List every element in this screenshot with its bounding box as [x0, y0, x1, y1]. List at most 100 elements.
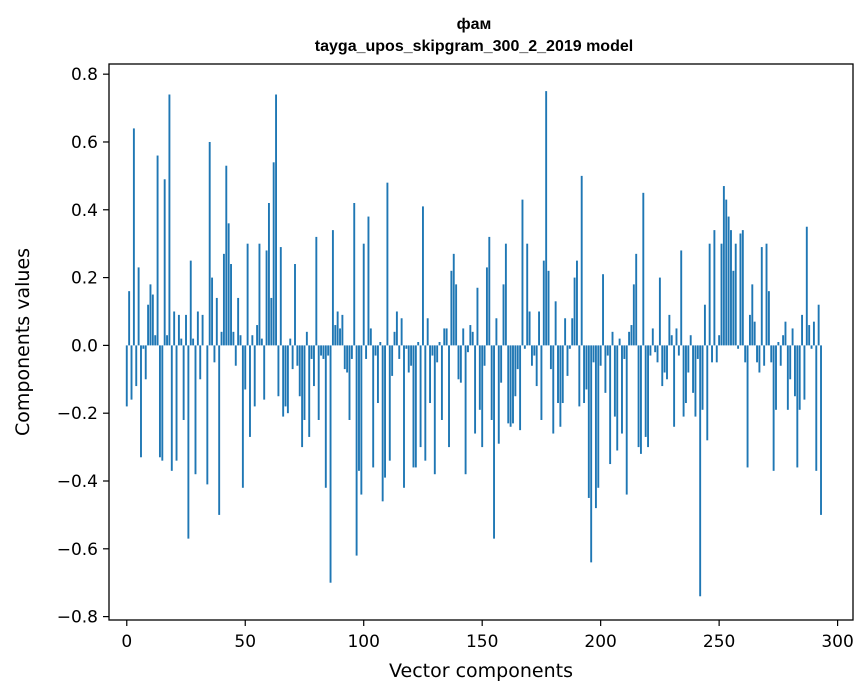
bar-component-265 — [753, 321, 756, 346]
bar-component-64 — [277, 345, 280, 397]
bar-component-250 — [718, 335, 721, 346]
bar-component-11 — [151, 294, 154, 346]
bar-component-216 — [637, 345, 640, 448]
bar-component-174 — [538, 311, 540, 346]
bar-component-48 — [239, 335, 242, 346]
bar-component-256 — [732, 270, 735, 346]
bar-component-263 — [748, 314, 751, 346]
bar-component-272 — [770, 345, 773, 363]
bar-component-198 — [594, 345, 597, 509]
bar-component-6 — [140, 345, 142, 458]
bar-component-71 — [294, 264, 296, 346]
bar-component-81 — [317, 345, 320, 420]
bar-component-105 — [374, 345, 377, 356]
x-axis-label: Vector components — [389, 660, 573, 682]
bar-component-159 — [502, 284, 505, 346]
bar-component-35 — [208, 141, 211, 346]
bar-component-84 — [324, 345, 327, 488]
bar-component-4 — [135, 345, 138, 387]
bar-component-79 — [313, 345, 315, 387]
bar-component-73 — [298, 345, 301, 397]
bar-component-133 — [440, 345, 443, 420]
bar-component-217 — [639, 345, 642, 454]
bar-component-204 — [609, 345, 612, 465]
bar-component-127 — [426, 318, 429, 346]
bar-component-57 — [260, 338, 263, 346]
bar-component-257 — [734, 243, 737, 346]
bar-component-29 — [194, 345, 197, 475]
bar-component-269 — [763, 345, 766, 366]
bar-component-167 — [521, 199, 524, 346]
bar-component-232 — [675, 328, 678, 346]
bar-component-83 — [322, 345, 325, 359]
bar-component-39 — [218, 345, 221, 515]
bar-component-261 — [744, 345, 747, 363]
bar-component-103 — [369, 328, 372, 346]
chart-subtitle: tayga_upos_skipgram_300_2_2019 model — [315, 38, 633, 55]
bar-component-15 — [161, 345, 164, 461]
bar-component-77 — [308, 345, 311, 437]
bar-component-229 — [668, 314, 671, 346]
bar-component-224 — [656, 345, 659, 363]
bar-component-274 — [775, 345, 777, 410]
bar-component-21 — [175, 345, 178, 461]
bar-component-131 — [436, 345, 439, 363]
bar-component-8 — [144, 345, 147, 380]
bar-component-246 — [708, 243, 711, 346]
bar-component-74 — [301, 345, 304, 448]
bar-component-249 — [715, 345, 718, 363]
bar-component-104 — [372, 345, 375, 468]
bar-component-150 — [481, 345, 484, 448]
bar-component-172 — [533, 345, 536, 356]
bar-component-146 — [471, 331, 474, 346]
bar-component-78 — [310, 345, 313, 359]
bar-component-136 — [448, 345, 450, 448]
x-tick-label: 150 — [466, 632, 498, 652]
bar-component-218 — [642, 192, 645, 346]
bar-component-157 — [497, 345, 500, 444]
bar-component-149 — [478, 345, 481, 410]
bar-component-180 — [552, 345, 555, 434]
bar-component-128 — [429, 345, 432, 404]
bar-component-95 — [350, 345, 353, 359]
bar-component-97 — [355, 345, 358, 556]
bar-component-13 — [156, 155, 159, 346]
bar-component-147 — [474, 345, 477, 434]
bar-component-106 — [376, 345, 379, 404]
x-tick-label: 200 — [584, 632, 616, 652]
bar-component-206 — [613, 345, 616, 417]
bar-component-225 — [658, 277, 661, 346]
bar-component-212 — [628, 331, 631, 346]
bar-component-264 — [751, 284, 754, 346]
bar-component-36 — [211, 277, 214, 346]
y-tick-label: −0.2 — [57, 404, 98, 424]
chart-title: фам — [457, 16, 492, 33]
bar-component-207 — [616, 345, 619, 451]
bar-component-54 — [253, 345, 256, 407]
bar-component-175 — [540, 345, 543, 420]
bar-component-82 — [320, 345, 323, 356]
bar-component-245 — [706, 345, 709, 441]
bar-component-194 — [585, 345, 588, 390]
bar-component-193 — [583, 345, 586, 404]
bar-component-236 — [685, 345, 687, 404]
bar-component-214 — [632, 284, 635, 346]
y-tick-label: −0.4 — [57, 472, 98, 492]
bar-component-34 — [206, 345, 209, 485]
bar-component-183 — [559, 345, 562, 427]
x-tick-label: 100 — [347, 632, 379, 652]
bar-component-283 — [796, 345, 799, 468]
bar-component-266 — [756, 345, 758, 363]
bar-component-220 — [647, 345, 649, 448]
bar-component-25 — [185, 314, 187, 346]
bar-component-145 — [469, 325, 472, 346]
bar-component-100 — [362, 243, 365, 346]
bar-component-129 — [431, 345, 434, 356]
bar-component-166 — [519, 345, 522, 431]
bar-component-292 — [817, 304, 820, 346]
bar-component-102 — [367, 216, 370, 346]
x-tick-label: 300 — [821, 632, 853, 652]
bar-component-91 — [341, 314, 344, 346]
bar-component-255 — [730, 230, 732, 346]
bar-component-3 — [132, 128, 135, 346]
